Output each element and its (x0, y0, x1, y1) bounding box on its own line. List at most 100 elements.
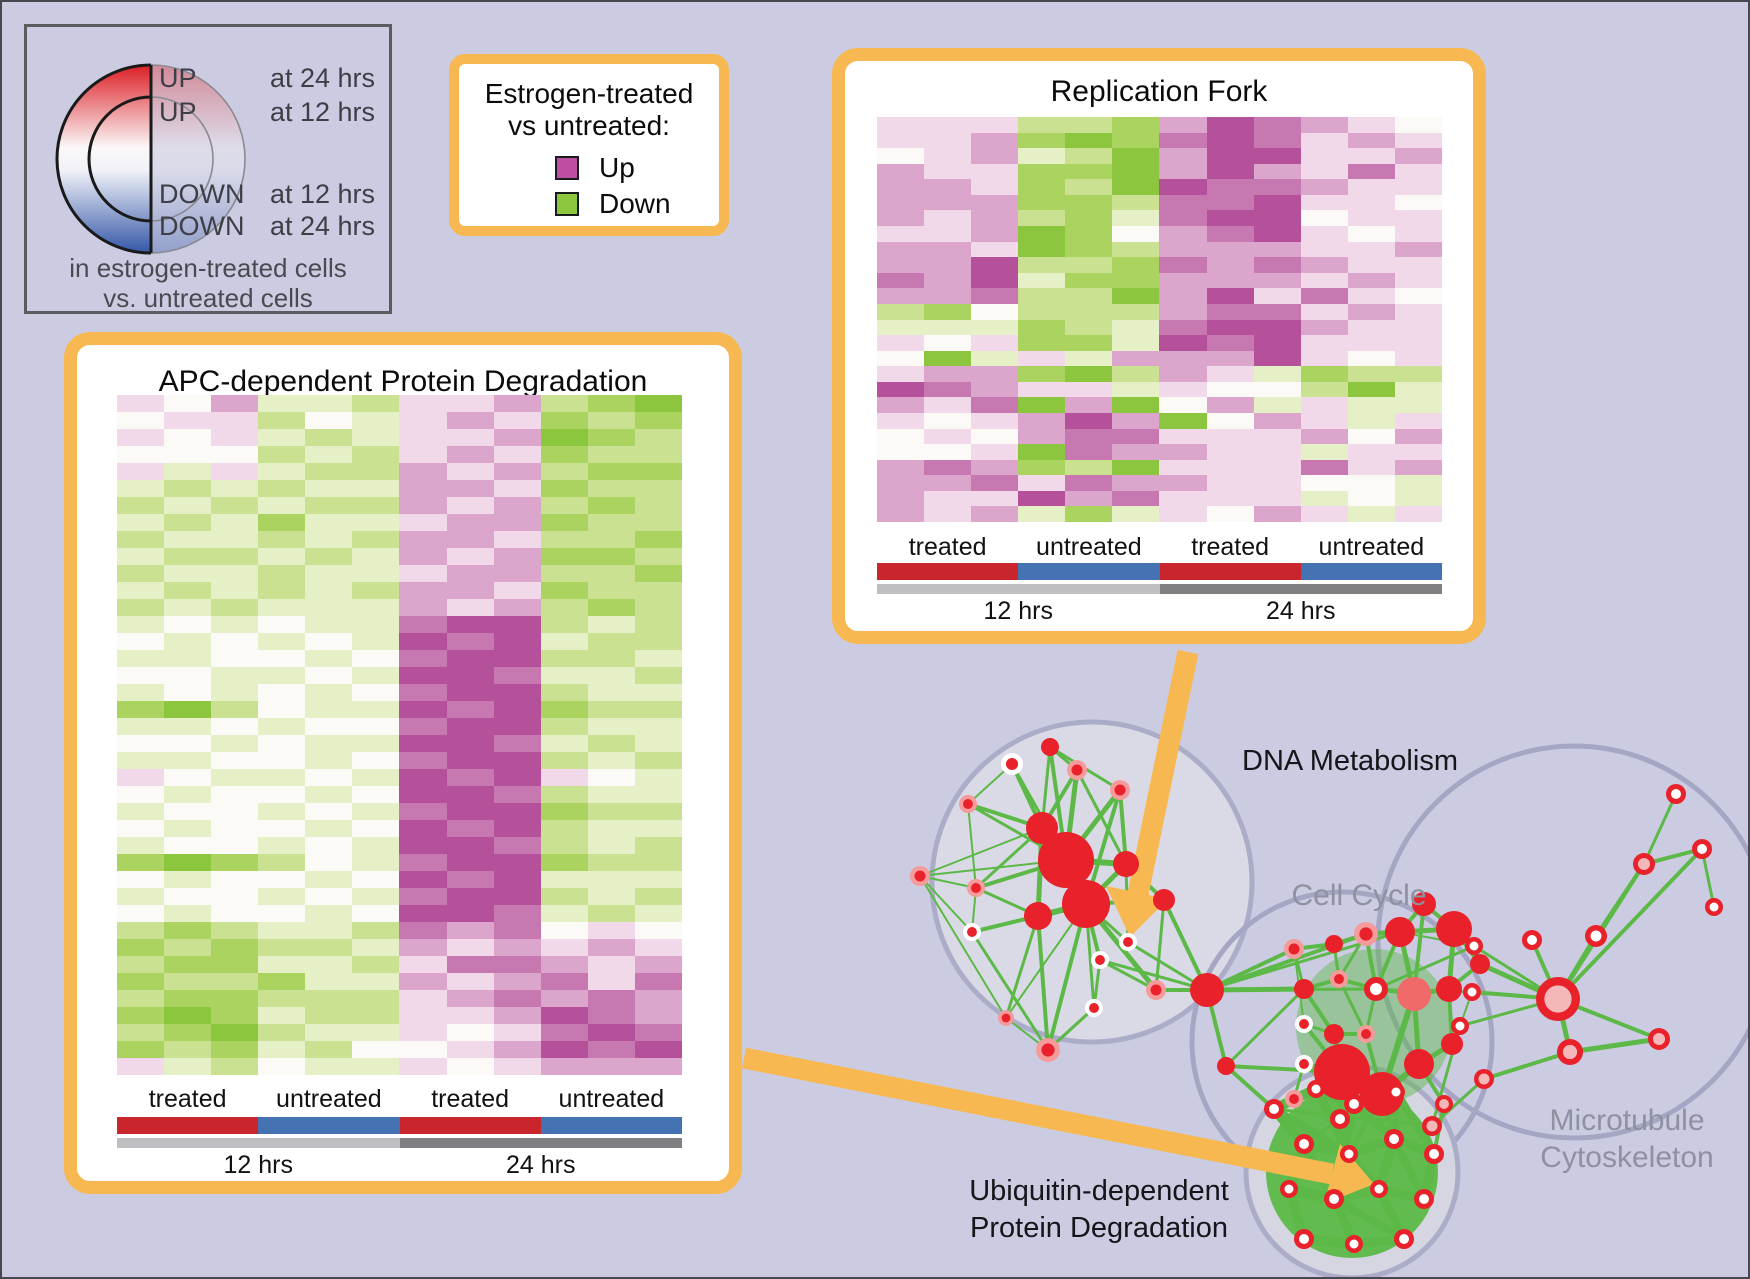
legend-word-up-12: UP (159, 97, 197, 127)
heatmap-cell (971, 163, 1019, 180)
legend-time-24up: at 24 hrs (269, 63, 375, 93)
heatmap-cell (399, 854, 447, 871)
heatmap-cell (258, 837, 306, 854)
heatmap-cell (399, 837, 447, 854)
network-node-solid (1436, 911, 1472, 947)
network-node-solid (1113, 851, 1139, 877)
heatmap-cell (540, 752, 588, 769)
heatmap-cell (446, 786, 494, 803)
heatmap-cell (971, 412, 1019, 429)
heatmap-cell (1253, 350, 1301, 367)
heatmap-cell (399, 684, 447, 701)
heatmap-cell (877, 506, 925, 523)
heatmap-cell (446, 1024, 494, 1041)
heatmap-row (877, 335, 1442, 351)
heatmap-cell (446, 905, 494, 922)
heatmap-cell (399, 446, 447, 463)
heatmap-cell (211, 701, 259, 718)
heatmap-cell (924, 272, 972, 289)
heatmap-cell (164, 905, 212, 922)
heatmap-row (877, 350, 1442, 367)
heatmap-cell (1347, 350, 1395, 367)
heatmap-cell (211, 395, 259, 412)
heatmap-cell (352, 803, 400, 820)
heatmap-cell (399, 888, 447, 905)
heatmap-cell (1159, 148, 1207, 164)
heatmap-cell (1253, 444, 1301, 460)
heatmap-cell (164, 514, 212, 531)
heatmap-cell (258, 395, 306, 412)
heatmap-cell (493, 769, 541, 786)
heatmap-cell (1159, 303, 1207, 320)
heatmap-cell (877, 412, 925, 429)
heatmap-cell (493, 786, 541, 803)
heatmap-cell (493, 1041, 541, 1058)
heatmap-cell (971, 381, 1019, 398)
heatmap-cell (399, 650, 447, 667)
network-node-core (1389, 1134, 1399, 1144)
heatmap-cell (117, 446, 165, 463)
heatmap-cell (352, 905, 400, 922)
heatmap-cell (540, 565, 588, 582)
heatmap-cell (1253, 210, 1301, 227)
heatmap-cell (1206, 366, 1254, 382)
heatmap-row (877, 475, 1442, 491)
heatmap-cell (971, 117, 1019, 133)
heatmap-row (117, 1007, 682, 1024)
heatmap-cell (493, 446, 541, 463)
heatmap-cell (1018, 366, 1066, 382)
heatmap-cell (164, 888, 212, 905)
heatmap-cell (1253, 397, 1301, 413)
heatmap-cell (493, 463, 541, 480)
heatmap-cell (305, 718, 353, 735)
heatmap-cell (1394, 381, 1442, 398)
heatmap-cell (1394, 319, 1442, 336)
heatmap-cell (1300, 366, 1348, 382)
group-label: untreated (276, 1085, 382, 1113)
heatmap-cell (493, 531, 541, 548)
heatmap-cell (211, 565, 259, 582)
heatmap-cell (971, 475, 1019, 491)
microtubule-label-line2: Cytoskeleton (1540, 1141, 1713, 1174)
heatmap-cell (446, 837, 494, 854)
heatmap-cell (587, 905, 635, 922)
heatmap-cell (1065, 350, 1113, 367)
heatmap-cell (877, 226, 925, 242)
network-node-core (1359, 927, 1373, 941)
heatmap-cell (1206, 397, 1254, 413)
heatmap-cell (1065, 257, 1113, 273)
heatmap-cell (587, 752, 635, 769)
heatmap-cell (1065, 490, 1113, 507)
heatmap-cell (117, 650, 165, 667)
heatmap-cell (1065, 397, 1113, 413)
heatmap-row (117, 684, 682, 701)
heatmap-cell (352, 1007, 400, 1024)
heatmap-row (877, 366, 1442, 382)
heatmap-cell (117, 752, 165, 769)
heatmap-cell (1300, 179, 1348, 195)
heatmap-cell (305, 480, 353, 497)
heatmap-cell (634, 463, 682, 480)
heatmap-cell (587, 1058, 635, 1075)
heatmap-cell (877, 132, 925, 149)
heatmap-row (877, 226, 1442, 242)
heatmap-cell (211, 616, 259, 633)
heatmap-cell (924, 335, 972, 351)
ubiquitin-label-line2: Protein Degradation (970, 1212, 1228, 1244)
network-node-core (1299, 1019, 1309, 1029)
heatmap-cell (634, 599, 682, 616)
heatmap-cell (305, 565, 353, 582)
heatmap-cell (877, 303, 925, 320)
heatmap-cell (1159, 132, 1207, 149)
heatmap-row (117, 803, 682, 820)
heatmap-cell (117, 1007, 165, 1024)
heatmap-cell (1065, 148, 1113, 164)
heatmap-cell (924, 350, 972, 367)
heatmap-cell (399, 667, 447, 684)
heatmap-row (117, 429, 682, 446)
heatmap-row (877, 506, 1442, 523)
estrogen-legend-title-1: Estrogen-treated (484, 78, 694, 109)
heatmap-cell (211, 548, 259, 565)
heatmap-cell (117, 990, 165, 1007)
heatmap-cell (258, 616, 306, 633)
